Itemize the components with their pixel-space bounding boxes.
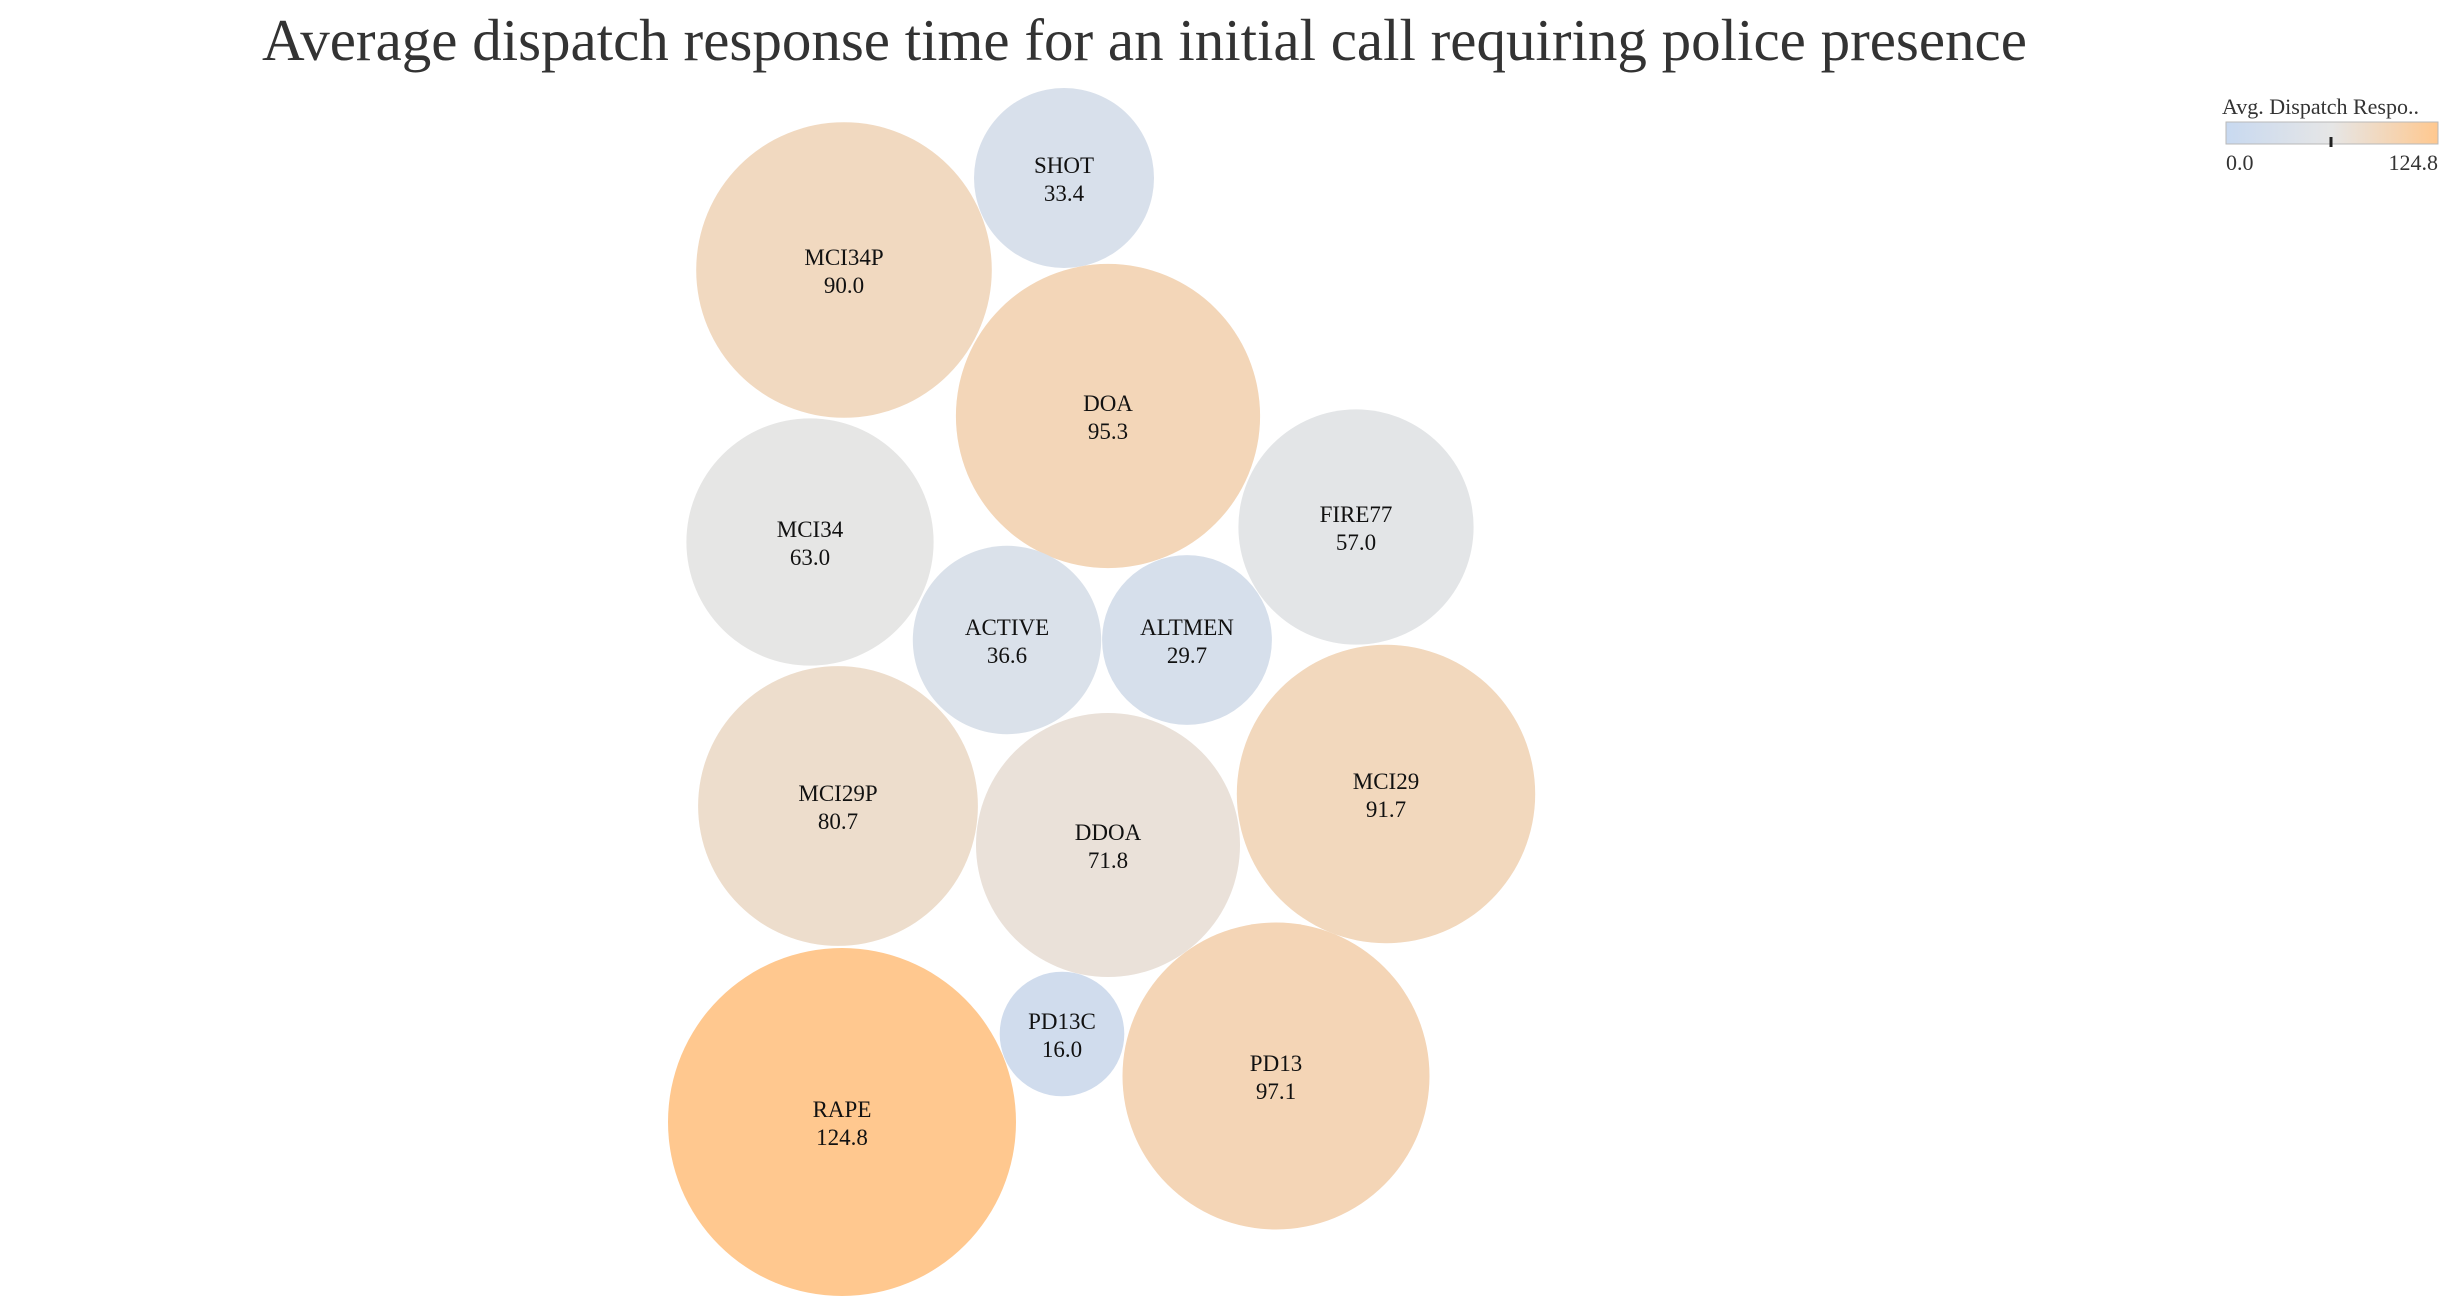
bubble-value-label: 36.6 — [987, 643, 1027, 668]
bubble-circle[interactable] — [999, 971, 1125, 1097]
bubble-value-label: 80.7 — [818, 809, 858, 834]
bubble-circle[interactable] — [668, 948, 1016, 1296]
bubble-value-label: 63.0 — [790, 545, 830, 570]
bubble-circle[interactable] — [1236, 644, 1536, 944]
bubble-value-label: 91.7 — [1366, 797, 1406, 822]
bubble-altmen[interactable]: ALTMEN 29.7 — [1102, 555, 1272, 725]
bubble-doa[interactable]: DOA 95.3 — [955, 263, 1261, 569]
bubble-circle[interactable] — [1102, 555, 1272, 725]
bubble-value-label: 90.0 — [824, 273, 864, 298]
bubble-circle[interactable] — [955, 263, 1261, 569]
bubble-category-label: PD13C — [1028, 1009, 1096, 1034]
bubble-category-label: ACTIVE — [965, 615, 1049, 640]
bubble-category-label: MCI29 — [1353, 769, 1419, 794]
bubble-fire77[interactable]: FIRE77 57.0 — [1238, 409, 1474, 645]
bubble-active[interactable]: ACTIVE 36.6 — [912, 545, 1102, 735]
bubble-value-label: 29.7 — [1167, 643, 1207, 668]
bubble-mci29p[interactable]: MCI29P 80.7 — [698, 666, 978, 946]
bubble-value-label: 95.3 — [1088, 419, 1128, 444]
bubble-category-label: RAPE — [813, 1097, 872, 1122]
bubble-category-label: MCI34P — [804, 245, 883, 270]
chart-title: Average dispatch response time for an in… — [262, 7, 2027, 73]
bubble-ddoa[interactable]: DDOA 71.8 — [976, 713, 1240, 977]
bubble-category-label: FIRE77 — [1320, 502, 1393, 527]
bubble-circle[interactable] — [686, 418, 934, 666]
bubble-category-label: MCI29P — [798, 781, 877, 806]
bubble-shot[interactable]: SHOT 33.4 — [974, 88, 1154, 268]
bubble-value-label: 71.8 — [1088, 848, 1128, 873]
bubble-circle[interactable] — [912, 545, 1102, 735]
bubble-circle[interactable] — [696, 122, 992, 418]
legend-max-label: 124.8 — [2389, 150, 2439, 175]
bubble-circle[interactable] — [698, 666, 978, 946]
legend-min-label: 0.0 — [2226, 150, 2254, 175]
bubble-value-label: 33.4 — [1044, 181, 1085, 206]
bubble-value-label: 97.1 — [1256, 1079, 1296, 1104]
bubble-value-label: 57.0 — [1336, 530, 1376, 555]
bubble-circle[interactable] — [1238, 409, 1474, 645]
legend-title: Avg. Dispatch Respo.. — [2222, 94, 2419, 119]
bubble-mci29[interactable]: MCI29 91.7 — [1236, 644, 1536, 944]
bubble-category-label: DDOA — [1075, 820, 1142, 845]
bubble-value-label: 16.0 — [1042, 1037, 1082, 1062]
bubble-category-label: DOA — [1083, 391, 1133, 416]
bubble-mci34p[interactable]: MCI34P 90.0 — [696, 122, 992, 418]
bubble-circle[interactable] — [1122, 922, 1430, 1230]
bubble-pd13c[interactable]: PD13C 16.0 — [999, 971, 1125, 1097]
bubble-circle[interactable] — [976, 713, 1240, 977]
bubble-mci34[interactable]: MCI34 63.0 — [686, 418, 934, 666]
bubble-category-label: MCI34 — [777, 517, 844, 542]
bubble-rape[interactable]: RAPE 124.8 — [668, 948, 1016, 1296]
color-legend: Avg. Dispatch Respo.. 0.0 124.8 — [2222, 94, 2439, 175]
bubble-circle[interactable] — [974, 88, 1154, 268]
bubble-value-label: 124.8 — [816, 1125, 868, 1150]
bubble-category-label: PD13 — [1250, 1051, 1302, 1076]
bubble-category-label: ALTMEN — [1140, 615, 1234, 640]
bubble-pd13[interactable]: PD13 97.1 — [1122, 922, 1430, 1230]
bubble-category-label: SHOT — [1034, 153, 1094, 178]
bubble-group: SHOT 33.4 MCI34P 90.0 DOA 95.3 MCI34 63.0 FIRE77… — [668, 88, 1536, 1296]
